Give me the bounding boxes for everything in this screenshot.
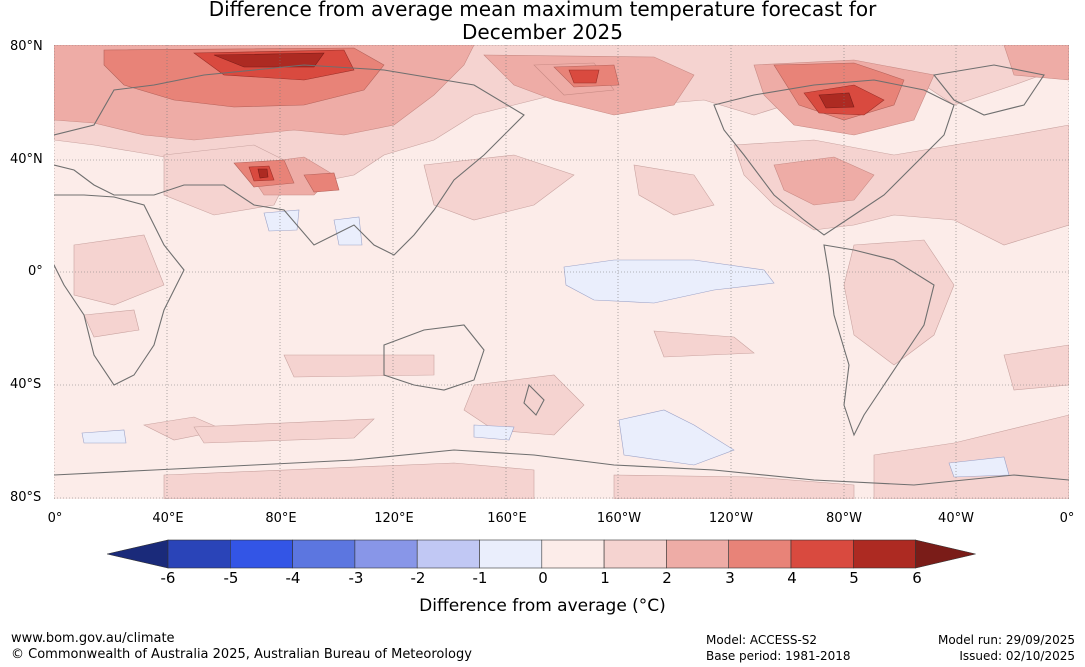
colorbar-swatch xyxy=(416,539,480,569)
coastlines xyxy=(54,64,1069,486)
footer-model-run: Model run: 29/09/2025 xyxy=(937,633,1075,647)
footer-issued: Issued: 02/10/2025 xyxy=(959,649,1075,663)
temperature-anomaly-map xyxy=(54,45,1069,499)
footer-base-period: Base period: 1981-2018 xyxy=(706,649,851,663)
colorbar-tick: 2 xyxy=(662,569,672,587)
colorbar-tick: 6 xyxy=(912,569,922,587)
anomaly-negative-regions xyxy=(81,209,1010,478)
colorbar-swatch xyxy=(230,539,293,569)
colorbar-swatch xyxy=(852,539,916,569)
anomaly-5-6-regions xyxy=(213,52,855,179)
lon-label-80w: 80°W xyxy=(826,511,862,526)
lon-label-160e: 160°E xyxy=(487,511,527,526)
lon-label-40e: 40°E xyxy=(152,511,184,526)
lat-label-80s: 80°S xyxy=(10,490,42,505)
colorbar-swatch xyxy=(790,539,854,569)
colorbar-tick: -5 xyxy=(223,569,239,587)
colorbar-tick: 3 xyxy=(725,569,735,587)
colorbar-swatch xyxy=(167,539,231,569)
graticule xyxy=(54,45,1069,499)
lat-label-40n: 40°N xyxy=(10,152,43,167)
colorbar-tick: 4 xyxy=(787,569,797,587)
colorbar-tick: 0 xyxy=(538,569,548,587)
lon-label-120w: 120°W xyxy=(708,511,754,526)
colorbar-swatch xyxy=(541,539,605,569)
colorbar xyxy=(107,539,976,569)
colorbar-swatch xyxy=(603,539,667,569)
colorbar-swatch-above-max xyxy=(915,539,976,569)
lat-label-equator: 0° xyxy=(28,264,43,279)
lon-label-0-left: 0° xyxy=(47,511,63,526)
colorbar-swatch-below-min xyxy=(107,539,169,569)
colorbar-tick: -3 xyxy=(348,569,364,587)
footer-copyright: © Commonwealth of Australia 2025, Austra… xyxy=(11,647,472,662)
colorbar-tick: 5 xyxy=(849,569,859,587)
colorbar-tick: -1 xyxy=(472,569,488,587)
colorbar-tick: -4 xyxy=(285,569,301,587)
lon-label-0-right: 0° xyxy=(1059,511,1075,526)
map-title-line2: December 2025 xyxy=(462,20,623,44)
footer-website: www.bom.gov.au/climate xyxy=(11,631,175,646)
colorbar-tick: -2 xyxy=(410,569,426,587)
colorbar-swatch xyxy=(354,539,418,569)
map-title-line1: Difference from average mean maximum tem… xyxy=(208,0,877,21)
footer-model: Model: ACCESS-S2 xyxy=(706,633,818,647)
colorbar-swatch xyxy=(292,539,356,569)
colorbar-swatch xyxy=(728,539,792,569)
colorbar-swatch xyxy=(479,539,543,569)
lon-label-120e: 120°E xyxy=(374,511,414,526)
lon-label-40w: 40°W xyxy=(938,511,974,526)
colorbar-tick: -6 xyxy=(160,569,176,587)
lon-label-160w: 160°W xyxy=(596,511,642,526)
lon-label-80e: 80°E xyxy=(265,511,297,526)
lat-label-40s: 40°S xyxy=(10,377,42,392)
colorbar-label: Difference from average (°C) xyxy=(419,596,666,616)
colorbar-swatch xyxy=(666,539,730,569)
colorbar-tick: 1 xyxy=(600,569,610,587)
lat-label-80n: 80°N xyxy=(10,39,43,54)
